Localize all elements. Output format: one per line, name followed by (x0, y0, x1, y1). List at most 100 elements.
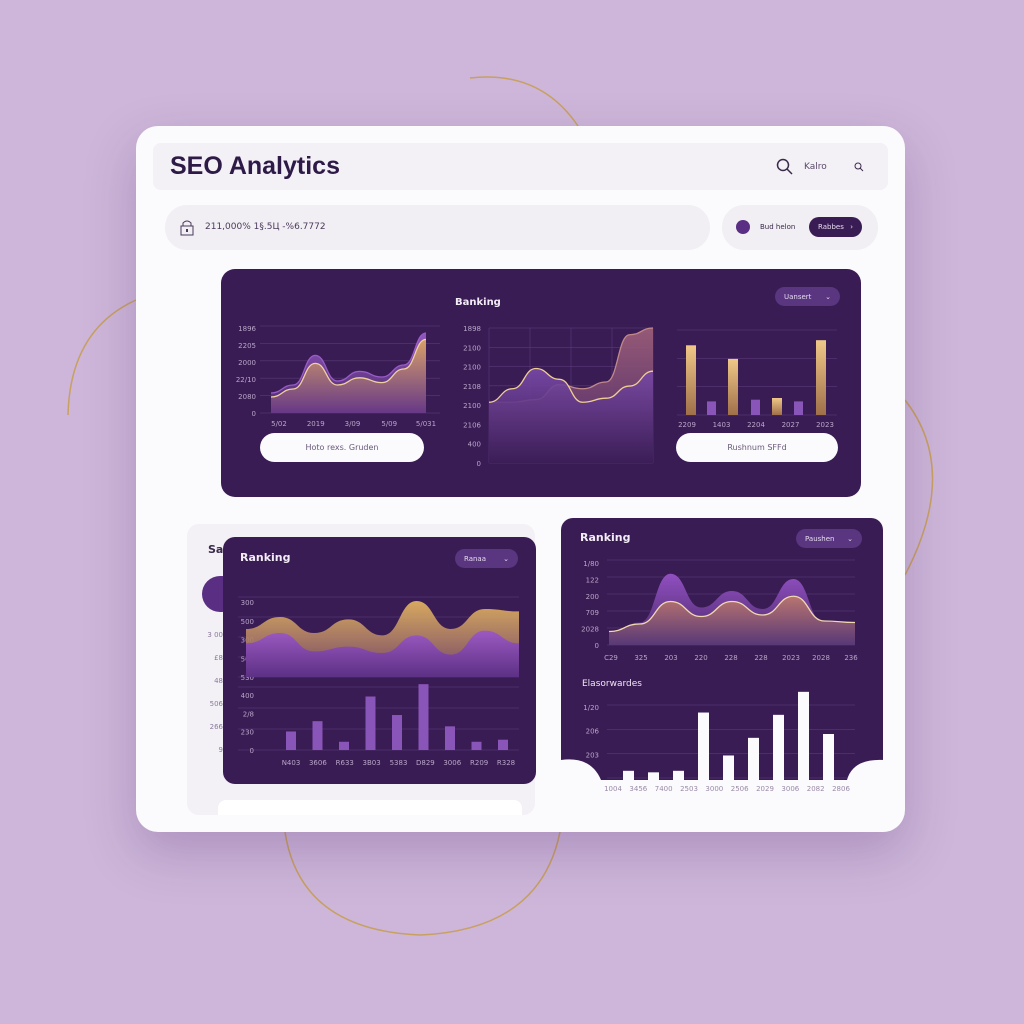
x-tick-label: 3006 (781, 785, 799, 793)
header-bar (153, 143, 888, 190)
y-tick-label: 206 (586, 728, 600, 736)
rl-series-2-area (246, 630, 519, 677)
ranking-left-charts: 3005003005005304002/82300N4033606R6333B0… (238, 596, 519, 767)
x-tick-label: 203 (664, 654, 677, 662)
small-search-icon[interactable] (854, 162, 864, 172)
x-tick-label: 5/02 (271, 420, 287, 428)
x-tick-label: 3B03 (363, 759, 381, 767)
left-series-2-area (271, 339, 426, 413)
y-tick-label: 122 (586, 576, 599, 584)
rr-bar (748, 737, 759, 780)
x-tick-label: 2503 (680, 785, 698, 793)
bottom-pill (218, 800, 522, 815)
dropdown-label: Paushen (805, 534, 835, 543)
top-dropdown[interactable]: Uansert ⌄ (775, 287, 840, 306)
rr-bar (698, 712, 709, 780)
search-icon[interactable] (776, 158, 794, 176)
rl-bar (471, 741, 482, 750)
y-tick-label: 500 (241, 618, 254, 626)
x-tick-label: 5383 (390, 759, 408, 767)
chevron-down-icon: ⌄ (847, 534, 853, 543)
rr-bar (648, 772, 659, 780)
x-tick-label: 2029 (756, 785, 774, 793)
x-tick-label: 2023 (816, 421, 834, 429)
ranking-left-dropdown[interactable]: Ranaa ⌄ (455, 549, 518, 568)
account-button[interactable]: Rabbes › (809, 217, 862, 237)
gold-bar (728, 358, 738, 415)
x-tick-label: 2023 (782, 654, 800, 662)
x-tick-label: 1004 (604, 785, 622, 793)
rr-bar (673, 770, 684, 780)
gold-bar (772, 398, 782, 415)
middle-series-2-area (489, 368, 653, 463)
y-tick-label: 530 (241, 674, 254, 682)
rr-bar (723, 755, 734, 780)
bars-title: Elasorwardes (582, 679, 642, 689)
back-y-tick: 48 (214, 677, 223, 685)
y-tick-label: 1896 (238, 325, 256, 333)
rl-bar (445, 726, 455, 750)
left-series-1-line (270, 332, 427, 394)
middle-series-2-line (488, 367, 654, 403)
x-tick-label: 2806 (832, 785, 850, 793)
purple-bar (707, 401, 716, 415)
y-tick-label: 2100 (463, 344, 481, 352)
x-tick-label: 220 (694, 654, 707, 662)
y-tick-label: 2100 (463, 364, 481, 372)
rr-bar (773, 714, 784, 780)
ranking-right-dropdown[interactable]: Paushen ⌄ (796, 529, 862, 548)
dropdown-label: Ranaa (464, 554, 487, 563)
y-tick-label: 2205 (238, 342, 256, 350)
account-button-label: Rabbes (818, 223, 844, 231)
y-tick-label: 2028 (581, 626, 599, 634)
y-tick-label: 1/80 (583, 560, 599, 568)
chevron-icon: › (850, 223, 853, 231)
gold-bar (816, 340, 826, 415)
y-tick-label: 400 (468, 441, 481, 449)
back-y-tick: 9 (219, 746, 223, 754)
y-tick-label: 2000 (238, 359, 256, 367)
back-y-tick: 506 (210, 700, 224, 708)
rl-bar (418, 684, 429, 750)
gold-bar (686, 345, 696, 415)
stats-text: 211,000% 1§.5Ц -%6.7772 (205, 222, 326, 232)
back-card-label: Sa (208, 543, 224, 556)
y-tick-label: 2/8 (243, 710, 254, 718)
y-tick-label: 0 (250, 747, 254, 755)
back-y-tick: 266 (210, 723, 224, 731)
rl-bar (392, 715, 402, 750)
user-label[interactable]: Kalro (804, 162, 827, 172)
stats-bar (165, 205, 710, 250)
purple-bar (751, 399, 760, 415)
y-tick-label: 0 (252, 410, 256, 418)
account-label: Bud helon (760, 223, 796, 231)
x-tick-label: C29 (604, 654, 618, 662)
x-tick-label: R209 (470, 759, 488, 767)
y-tick-label: 230 (241, 729, 254, 737)
x-tick-label: 3456 (629, 785, 647, 793)
x-tick-label: D829 (416, 759, 435, 767)
right-chart-button[interactable]: Rushnum SFFd (676, 433, 838, 462)
y-tick-label: 400 (241, 692, 254, 700)
rr-bar (798, 691, 809, 780)
x-tick-label: 2028 (812, 654, 830, 662)
back-y-tick: 3 00 (207, 631, 223, 639)
y-tick-label: 2100 (463, 402, 481, 410)
rl-bar (312, 721, 323, 750)
rr-series-2-area (609, 596, 855, 645)
y-tick-label: 0 (595, 642, 599, 650)
left-chart-button[interactable]: Hoto rexs. Gruden (260, 433, 424, 462)
x-tick-label: 3606 (309, 759, 327, 767)
x-tick-label: 325 (634, 654, 647, 662)
rr-series-2-line (608, 595, 856, 633)
y-tick-label: 1/20 (583, 704, 599, 712)
y-tick-label: 200 (586, 593, 599, 601)
x-tick-label: 2209 (678, 421, 696, 429)
rr-bar (823, 734, 834, 780)
rl-bar (339, 741, 349, 750)
x-tick-label: N403 (282, 759, 301, 767)
rl-bar (365, 696, 376, 750)
x-tick-label: 5/031 (416, 420, 436, 428)
top-panel-title: Banking (455, 297, 501, 308)
